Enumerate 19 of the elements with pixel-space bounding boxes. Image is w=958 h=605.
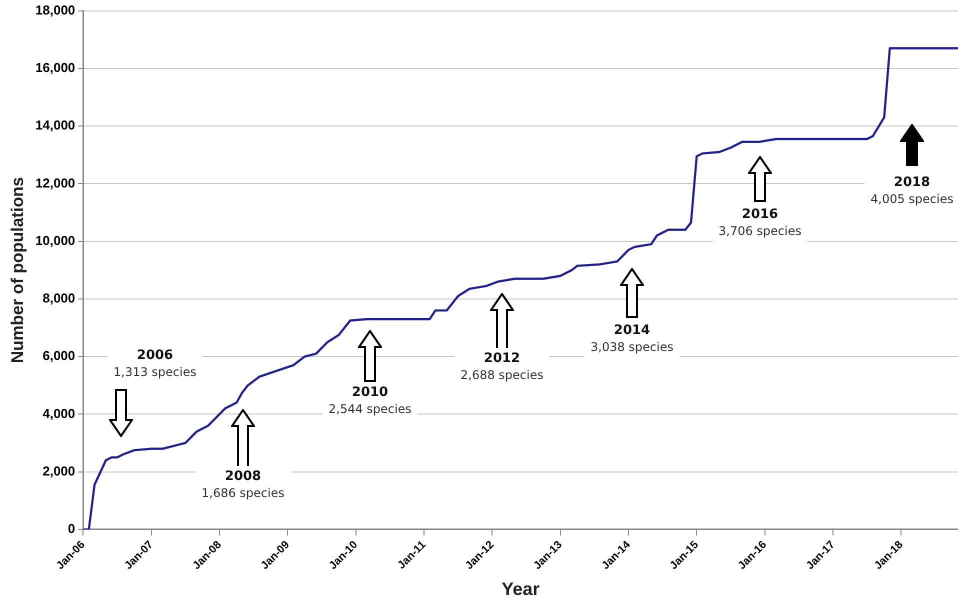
annotation: 2008 1,686 species (202, 469, 284, 500)
annotation: 2012 2,688 species (460, 351, 544, 382)
y-tick-label: 16,000 (35, 60, 76, 76)
x-axis-title: Year (502, 579, 540, 600)
annotation: 2014 3,038 species (590, 323, 674, 354)
y-tick-label: 14,000 (35, 118, 76, 133)
y-axis-title: Number of populations (8, 177, 27, 364)
y-tick-label: 2,000 (42, 463, 76, 478)
annotation: 2016 3,706 species (718, 207, 802, 238)
y-tick-label: 4,000 (42, 406, 76, 421)
annotation: 2010 2,544 species (328, 385, 412, 416)
y-tick-label: 18,000 (35, 2, 76, 18)
y-tick-label: 0 (68, 521, 76, 536)
y-tick-label: 6,000 (42, 348, 76, 364)
y-tick-label: 8,000 (42, 290, 76, 306)
annotation: 2018 4,005 species (870, 175, 954, 206)
annotation: 2006 1,313 species (114, 348, 196, 379)
y-tick-label: 12,000 (35, 175, 76, 190)
y-tick-label: 10,000 (35, 232, 76, 248)
